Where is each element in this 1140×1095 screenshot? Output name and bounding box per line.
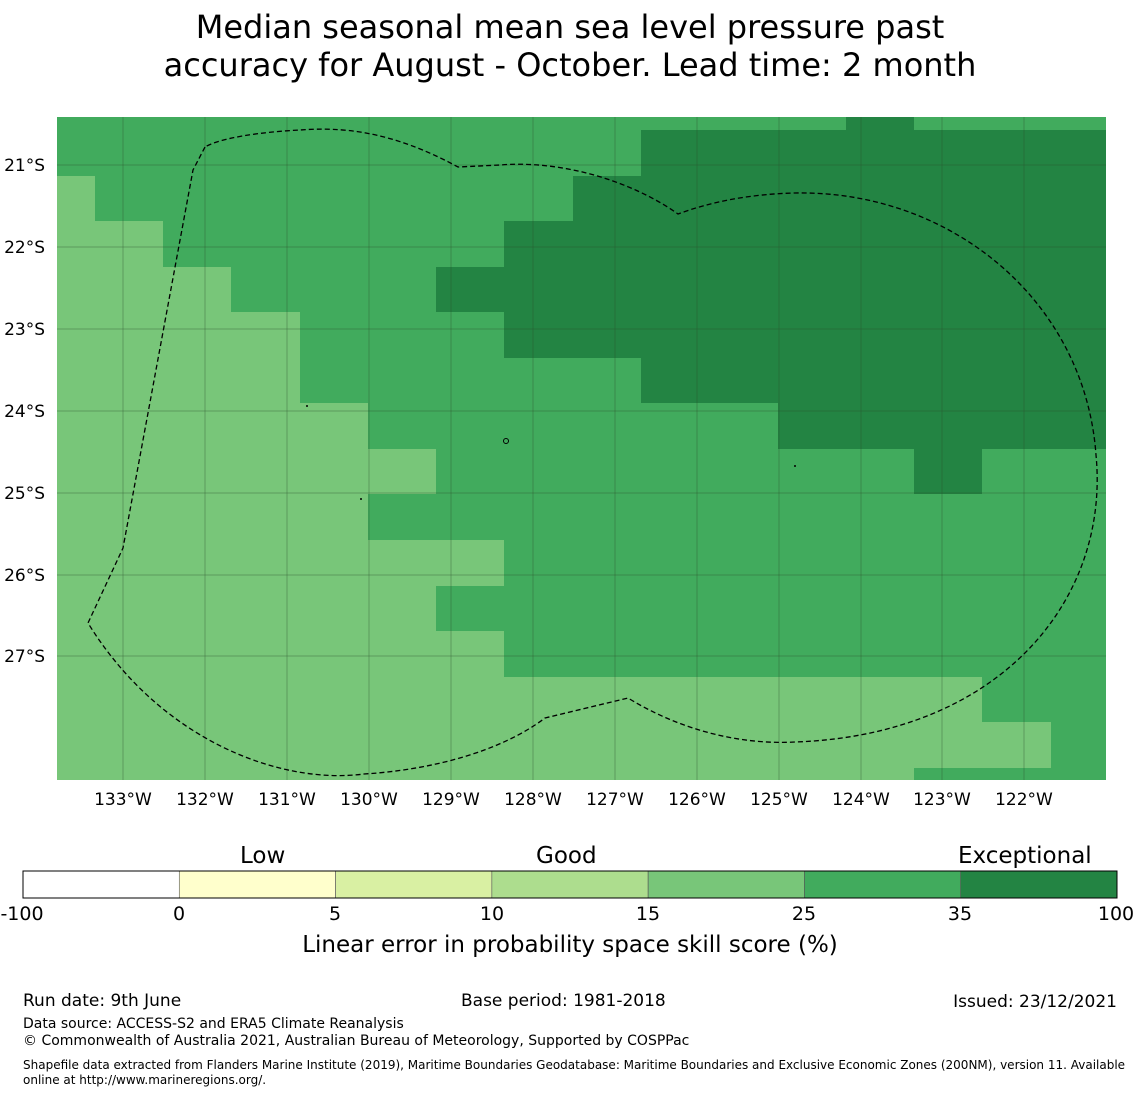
grid-lines [57, 117, 1106, 780]
lat-label: 21°S [4, 156, 45, 176]
colorbar-segment [960, 870, 1118, 899]
colorbar-frame [22, 870, 1118, 899]
lat-label: 23°S [4, 320, 45, 340]
colorbar-segment [335, 870, 493, 899]
lat-label: 22°S [4, 238, 45, 258]
lon-label: 123°W [913, 790, 971, 810]
lon-label: 131°W [258, 790, 316, 810]
run-date: Run date: 9th June [23, 991, 182, 1011]
lat-label: 27°S [4, 647, 45, 667]
colorbar-tick: 35 [947, 903, 973, 925]
lon-label: 128°W [504, 790, 562, 810]
colorbar-segment [491, 870, 649, 899]
title-line-2: accuracy for August - October. Lead time… [163, 46, 977, 84]
island-marker [306, 405, 308, 407]
region-35-100-east [436, 117, 1106, 494]
lon-label: 124°W [832, 790, 890, 810]
colorbar-segment [178, 870, 336, 899]
colorbar-tick: 15 [635, 903, 661, 925]
data-source: Data source: ACCESS-S2 and ERA5 Climate … [23, 1016, 404, 1032]
colorbar-segment [804, 870, 962, 899]
colorbar-tick: 10 [479, 903, 505, 925]
colorbar-segment [22, 870, 180, 899]
shapefile-credit: Shapefile data extracted from Flanders M… [23, 1058, 1126, 1087]
lat-label: 25°S [4, 484, 45, 504]
island-marker [794, 465, 796, 467]
lon-label: 122°W [995, 790, 1053, 810]
colorbar-tick: 100 [1097, 903, 1135, 925]
lon-label: 132°W [176, 790, 234, 810]
lon-label: 126°W [668, 790, 726, 810]
legend-category-good: Good [536, 843, 597, 869]
lon-label: 125°W [750, 790, 808, 810]
colorbar [22, 870, 1118, 899]
region-35-100-top [846, 117, 914, 130]
base-period: Base period: 1981-2018 [461, 991, 666, 1011]
lat-label: 26°S [4, 566, 45, 586]
colorbar-tick: 5 [328, 903, 342, 925]
legend-category-low: Low [240, 843, 286, 869]
issued-date: Issued: 23/12/2021 [953, 992, 1117, 1012]
lon-label: 127°W [586, 790, 644, 810]
copyright: © Commonwealth of Australia 2021, Austra… [23, 1033, 690, 1049]
colorbar-title: Linear error in probability space skill … [302, 932, 838, 958]
region-15-25-west [57, 176, 1051, 780]
colorbar-tick: 0 [172, 903, 186, 925]
colorbar-segment [647, 870, 805, 899]
map-title: Median seasonal mean sea level pressure … [0, 8, 1140, 84]
island-marker [503, 438, 509, 444]
lon-label: 130°W [340, 790, 398, 810]
island-marker [360, 498, 362, 500]
lat-label: 24°S [4, 402, 45, 422]
colorbar-tick: -100 [0, 903, 44, 925]
colorbar-tick: 25 [791, 903, 817, 925]
lon-label: 133°W [94, 790, 152, 810]
legend-category-exceptional: Exceptional [958, 843, 1092, 869]
eez-boundary [87, 128, 1098, 777]
lon-label: 129°W [422, 790, 480, 810]
title-line-1: Median seasonal mean sea level pressure … [195, 8, 945, 46]
